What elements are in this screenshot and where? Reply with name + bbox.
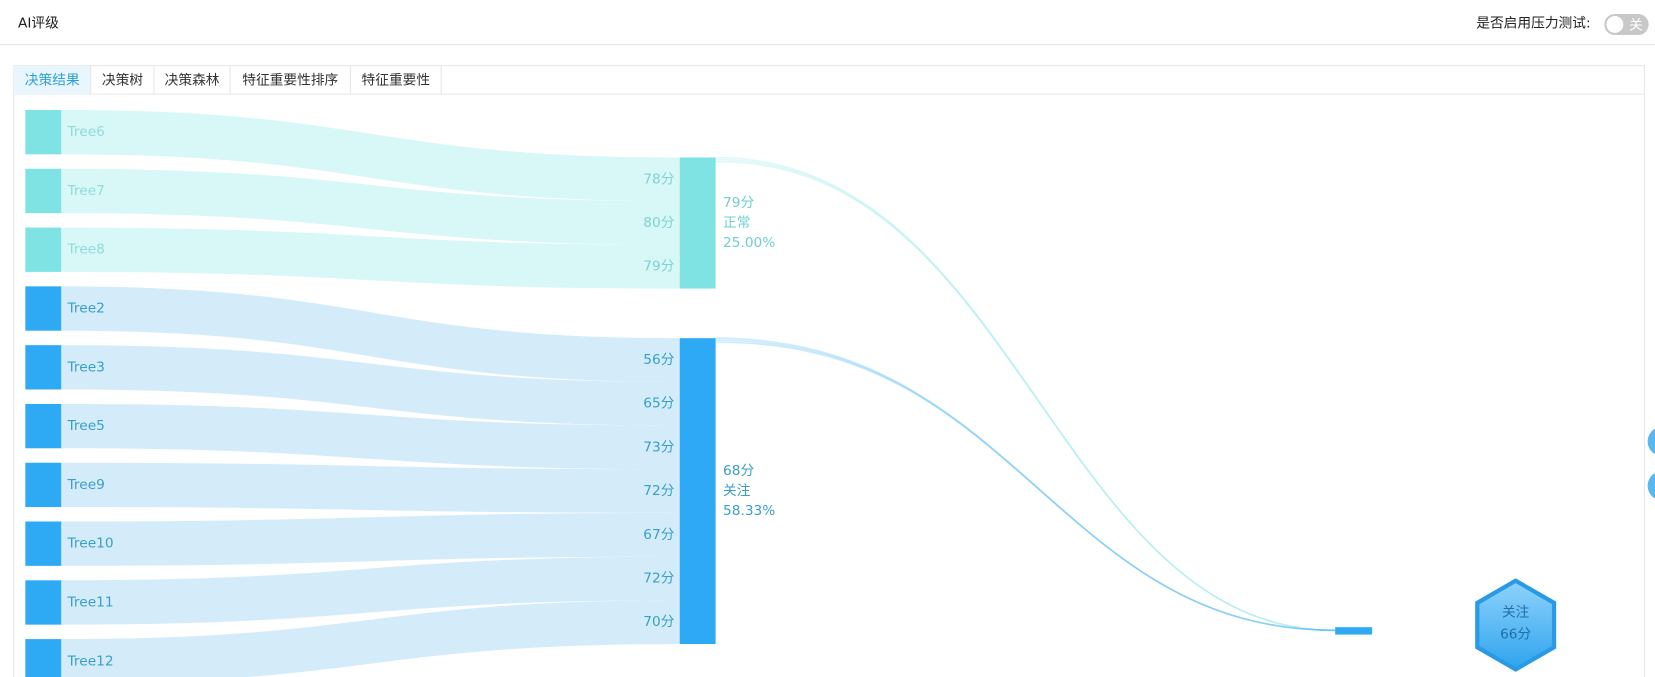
- tree-label: Tree6: [67, 124, 105, 140]
- tree-score: 72分: [643, 571, 674, 587]
- tab[interactable]: 决策结果: [25, 71, 80, 88]
- flow: [61, 556, 680, 625]
- result-flow: [715, 158, 1336, 632]
- tab[interactable]: 决策树: [102, 71, 143, 88]
- tree-label: Tree12: [67, 653, 114, 669]
- flow: [61, 227, 680, 289]
- tree-score: 67分: [643, 527, 674, 543]
- result-score: 66分: [1500, 627, 1531, 643]
- result-flow: [715, 156, 1336, 632]
- tree-label: Tree10: [67, 536, 114, 552]
- tree-node: [25, 639, 62, 677]
- result-flow: [715, 337, 1336, 632]
- toggle-state[interactable]: 关: [1629, 18, 1643, 34]
- group-score: 68分: [723, 463, 754, 479]
- result-level: 关注: [1502, 604, 1530, 620]
- flow: [61, 109, 680, 202]
- tree-node: [25, 168, 62, 214]
- tree-node: [25, 227, 62, 272]
- tree-node: [25, 345, 62, 390]
- tree-score: 78分: [643, 171, 674, 187]
- tree-score: 70分: [643, 614, 674, 630]
- tree-score: 79分: [643, 259, 674, 275]
- group-node: [679, 157, 716, 289]
- group-share: 58.33%: [723, 503, 775, 519]
- tree-score: 73分: [643, 439, 674, 455]
- flow: [61, 286, 680, 382]
- flow: [61, 512, 680, 566]
- result-flow: [715, 341, 1336, 632]
- tab-bar: 决策结果 决策树 决策森林 特征重要性排序 特征重要性: [13, 65, 442, 95]
- tree-score: 72分: [643, 483, 674, 499]
- result-flow: [715, 160, 1336, 632]
- result-badge: [1475, 578, 1557, 672]
- toggle[interactable]: 关: [1604, 13, 1649, 36]
- tree-score: 65分: [643, 396, 674, 412]
- result-node: [1335, 627, 1373, 635]
- tree-label: Tree9: [67, 477, 105, 493]
- tab[interactable]: 决策森林: [165, 71, 220, 88]
- tree-node: [25, 109, 62, 155]
- side-button[interactable]: [1647, 427, 1655, 457]
- tree-node: [25, 286, 62, 331]
- group-node: [679, 338, 716, 645]
- flow: [61, 403, 680, 470]
- tree-score: 56分: [643, 352, 674, 368]
- flow: [61, 600, 680, 677]
- tree-score: 80分: [643, 215, 674, 231]
- toggle-knob[interactable]: [1606, 16, 1624, 33]
- panel: [13, 65, 1645, 677]
- tab[interactable]: 特征重要性排序: [242, 72, 338, 88]
- tree-node: [25, 403, 62, 449]
- tree-node: [25, 580, 62, 625]
- toggle-label: 是否启用压力测试:: [1476, 15, 1590, 31]
- result-flow: [715, 339, 1336, 632]
- page-title: AI评级: [18, 15, 59, 31]
- nodes: Tree678分Tree780分Tree879分79分正常25.00%Tree2…: [25, 109, 1557, 677]
- links: [61, 109, 1336, 677]
- group-score: 79分: [723, 195, 754, 211]
- tree-label: Tree2: [67, 301, 105, 317]
- group-level: 关注: [723, 483, 751, 499]
- tree-label: Tree11: [67, 594, 114, 610]
- tree-label: Tree3: [67, 359, 105, 375]
- flow: [61, 462, 680, 513]
- flow: [61, 345, 680, 426]
- tree-label: Tree7: [67, 183, 105, 199]
- side-button[interactable]: [1647, 471, 1655, 501]
- tree-label: Tree5: [67, 418, 105, 434]
- tab-active-bg: [13, 65, 91, 95]
- group-share: 25.00%: [723, 235, 775, 251]
- tree-node: [25, 521, 62, 566]
- tree-label: Tree8: [67, 242, 105, 258]
- flow: [61, 168, 680, 245]
- tree-node: [25, 462, 62, 508]
- group-level: 正常: [723, 215, 750, 231]
- tab[interactable]: 特征重要性: [362, 72, 431, 88]
